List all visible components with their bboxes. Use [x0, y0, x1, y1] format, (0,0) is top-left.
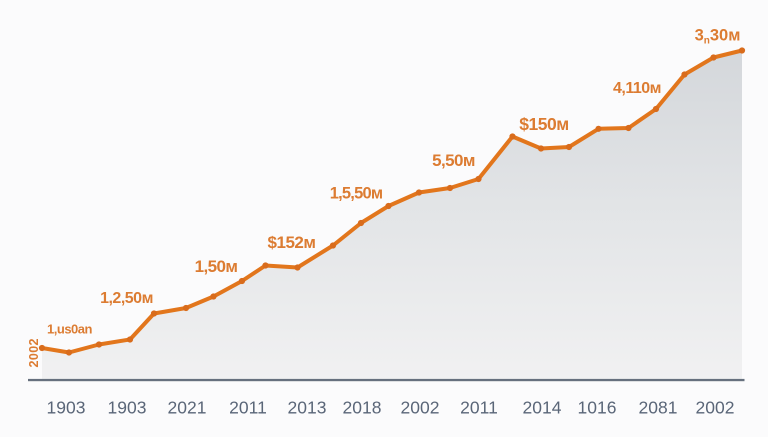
svg-text:2002: 2002 — [696, 398, 735, 418]
svg-text:$150м: $150м — [519, 114, 568, 134]
svg-text:2081: 2081 — [639, 398, 678, 418]
svg-text:3n30м: 3n30м — [695, 27, 741, 47]
svg-text:2002: 2002 — [401, 398, 440, 418]
svg-text:1,us0an: 1,us0an — [47, 322, 92, 337]
svg-text:1903: 1903 — [108, 398, 147, 418]
svg-text:2002: 2002 — [27, 338, 41, 367]
svg-text:2013: 2013 — [288, 398, 327, 418]
svg-text:2014: 2014 — [523, 398, 562, 418]
svg-text:$152м: $152м — [268, 233, 316, 252]
svg-text:2011: 2011 — [460, 398, 498, 418]
svg-text:2021: 2021 — [168, 398, 207, 418]
svg-text:1016: 1016 — [578, 398, 617, 418]
svg-text:1,50м: 1,50м — [195, 257, 238, 276]
svg-text:2018: 2018 — [343, 398, 382, 418]
svg-text:4,110м: 4,110м — [613, 80, 661, 97]
svg-text:2011: 2011 — [229, 398, 267, 418]
svg-text:5,50м: 5,50м — [432, 151, 475, 170]
svg-text:1,2,50м: 1,2,50м — [100, 290, 153, 307]
svg-text:1,5,50м: 1,5,50м — [330, 185, 383, 203]
svg-text:1903: 1903 — [47, 398, 86, 418]
